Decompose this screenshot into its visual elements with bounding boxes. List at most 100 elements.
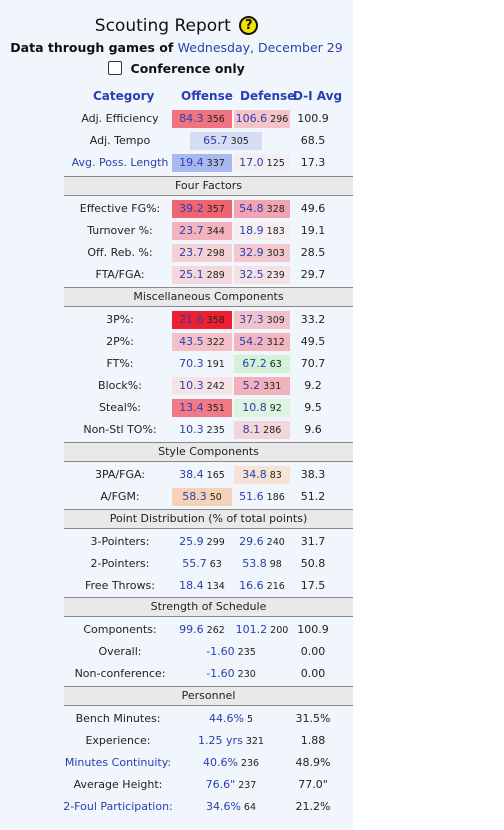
offense-cell-value: 10.3 [179,423,204,436]
defense-cell-value: 18.9 [239,224,264,237]
stat-label[interactable]: Avg. Poss. Length [71,156,169,169]
stat-label: Non-Stl TO%: [83,423,157,436]
stat-label: Effective FG%: [79,202,161,215]
stat-label: Steal%: [98,401,142,414]
stat-row: Off. Reb. %: 23.7 298 32.9 303 28.5 [0,242,353,264]
defense-cell-rank: 303 [266,248,285,259]
stat-label: A/FGM: [100,490,140,503]
offense-cell-rank: 358 [206,315,225,326]
d1-avg-value: 9.2 [304,379,322,392]
stat-label: 3PA/FGA: [94,468,146,481]
offense-cell-rank: 337 [206,158,225,169]
offense-cell: 18.4 134 [172,577,232,595]
stat-row: Effective FG%: 39.2 357 54.8 328 49.6 [0,198,353,220]
section-header: Four Factors [64,176,353,196]
defense-cell-value: 8.1 [242,423,261,436]
combined-cell: 1.25 yrs 321 [176,732,286,750]
defense-cell-value: 29.6 [239,535,264,548]
offense-cell: 99.6 262 [172,621,232,639]
stat-row: 3PA/FGA: 38.4 165 34.8 83 38.3 [0,464,353,486]
stat-row: Turnover %: 23.7 344 18.9 183 19.1 [0,220,353,242]
column-header-d1-avg[interactable]: D-I Avg [293,89,343,103]
offense-cell: 43.5 322 [172,333,232,351]
defense-cell-rank: 286 [263,425,282,436]
defense-cell-rank: 186 [266,492,285,503]
conference-only-toggle[interactable]: Conference only [0,61,353,76]
d1-avg-value: 31.5% [295,712,331,725]
stat-label: FTA/FGA: [95,268,145,281]
offense-cell-rank: 191 [206,359,225,370]
scouting-report-panel: Scouting Report ? Data through games of … [0,0,353,830]
stat-label: Off. Reb. %: [87,246,153,259]
stat-row: 3P%: 21.6 358 37.3 309 33.2 [0,309,353,331]
offense-cell-rank: 289 [206,270,225,281]
defense-cell: 16.6 216 [234,577,290,595]
combined-cell: 40.6% 236 [176,754,286,772]
defense-cell-value: 32.5 [239,268,264,281]
offense-cell-rank: 165 [206,470,225,481]
column-header-category[interactable]: Category [93,89,155,103]
stat-row: 2-Pointers: 55.7 63 53.8 98 50.8 [0,553,353,575]
data-through-date-link[interactable]: Wednesday, December 29 [177,40,343,55]
defense-cell: 51.6 186 [234,488,290,506]
d1-avg-value: 38.3 [300,468,326,481]
defense-cell-value: 53.8 [242,557,267,570]
defense-cell: 106.6 296 [234,110,290,128]
stat-row: Average Height: 76.6" 237 77.0" [0,774,353,796]
stat-row: Overall: -1.60 235 0.00 [0,641,353,663]
stat-label[interactable]: Minutes Continuity: [64,756,172,769]
stat-label: Average Height: [73,778,163,791]
defense-cell-rank: 240 [266,537,285,548]
d1-avg-value: 1.88 [300,734,326,747]
d1-avg-value: 77.0" [298,778,328,791]
defense-cell: 67.2 63 [234,355,290,373]
conference-only-label: Conference only [130,61,245,76]
stat-label: Adj. Tempo [89,134,151,147]
defense-cell: 18.9 183 [234,222,290,240]
combined-cell: 44.6% 5 [176,710,286,728]
d1-avg-value: 0.00 [300,645,326,658]
offense-cell-value: 55.7 [182,557,207,570]
stat-label: Overall: [98,645,142,658]
stat-row: FT%: 70.3 191 67.2 63 70.7 [0,353,353,375]
offense-cell-value: 21.6 [179,313,204,326]
combined-cell: 34.6% 64 [176,798,286,816]
offense-cell-value: 10.3 [179,379,204,392]
defense-cell-rank: 63 [269,359,282,370]
stat-label: 3-Pointers: [90,535,150,548]
defense-cell-value: 51.6 [239,490,264,503]
column-header-offense[interactable]: Offense [181,89,233,103]
stat-row: Adj. Efficiency 84.3 356 106.6 296 100.9 [0,108,353,130]
conference-only-checkbox[interactable] [108,61,123,75]
combined-cell-value: -1.60 [206,667,235,680]
stat-row: Components: 99.6 262 101.2 200 100.9 [0,619,353,641]
stat-row: Non-conference: -1.60 230 0.00 [0,663,353,685]
defense-cell: 54.8 328 [234,200,290,218]
d1-avg-value: 17.5 [300,579,326,592]
offense-cell-rank: 134 [206,581,225,592]
stat-label: Free Throws: [85,579,155,592]
offense-cell: 58.3 50 [172,488,232,506]
stat-label: Experience: [85,734,151,747]
offense-cell: 19.4 337 [172,154,232,172]
offense-cell-value: 13.4 [179,401,204,414]
combined-cell: -1.60 235 [176,643,286,661]
offense-cell-value: 70.3 [179,357,204,370]
defense-cell-value: 101.2 [235,623,268,636]
offense-cell-value: 23.7 [179,224,204,237]
defense-cell-rank: 83 [269,470,282,481]
d1-avg-value: 51.2 [300,490,326,503]
combined-cell-value: 1.25 yrs [198,734,243,747]
stat-label[interactable]: 2-Foul Participation: [63,800,173,813]
offense-cell-rank: 356 [206,114,225,125]
column-header-defense[interactable]: Defense [240,89,296,103]
report-title-row: Scouting Report ? [0,16,353,36]
combined-cell-value: 44.6% [209,712,244,725]
d1-avg-value: 31.7 [300,535,326,548]
offense-cell-value: 99.6 [179,623,204,636]
help-icon[interactable]: ? [239,16,259,35]
offense-cell: 23.7 344 [172,222,232,240]
defense-cell-rank: 309 [266,315,285,326]
tempo-cell-value: 65.7 [203,134,228,147]
d1-avg-value: 17.3 [300,156,326,169]
